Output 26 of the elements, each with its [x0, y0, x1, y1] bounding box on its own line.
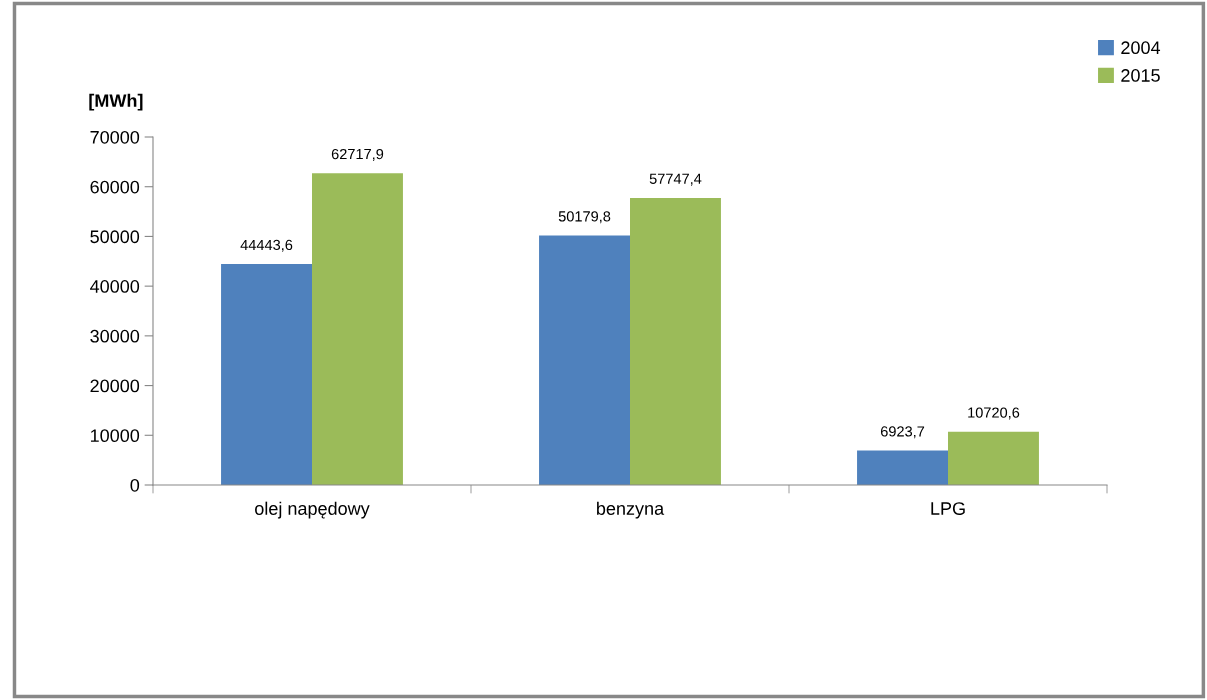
y-tick-label: 20000 [90, 379, 140, 393]
y-tick-label: 10000 [90, 429, 140, 443]
data-label: 44443,6 [240, 239, 293, 252]
y-tick-label: 60000 [90, 180, 140, 194]
bar [539, 235, 630, 485]
legend-label: 2015 [1121, 69, 1160, 82]
bar [312, 173, 403, 485]
data-label: 50179,8 [558, 211, 611, 224]
data-label: 10720,6 [968, 407, 1020, 420]
bar [221, 264, 312, 485]
y-tick-label: 70000 [90, 130, 140, 144]
bar [630, 197, 721, 485]
y-tick-label: 0 [130, 478, 140, 492]
y-tick-label: 30000 [90, 329, 140, 343]
data-label: 6923,7 [880, 426, 925, 439]
y-tick-label: 40000 [90, 280, 140, 293]
data-label: 62717,9 [331, 148, 384, 161]
data-label: 57747,4 [649, 173, 702, 186]
y-tick-label: 50000 [90, 230, 140, 244]
bar [948, 431, 1039, 485]
bar [857, 450, 948, 485]
x-tick-label: LPG [931, 502, 965, 515]
x-tick-label: benzyna [597, 501, 665, 519]
x-tick-label: olej napędowy [255, 501, 370, 519]
legend-label: 2004 [1121, 41, 1161, 55]
y-axis-title: [MWh] [89, 93, 143, 111]
